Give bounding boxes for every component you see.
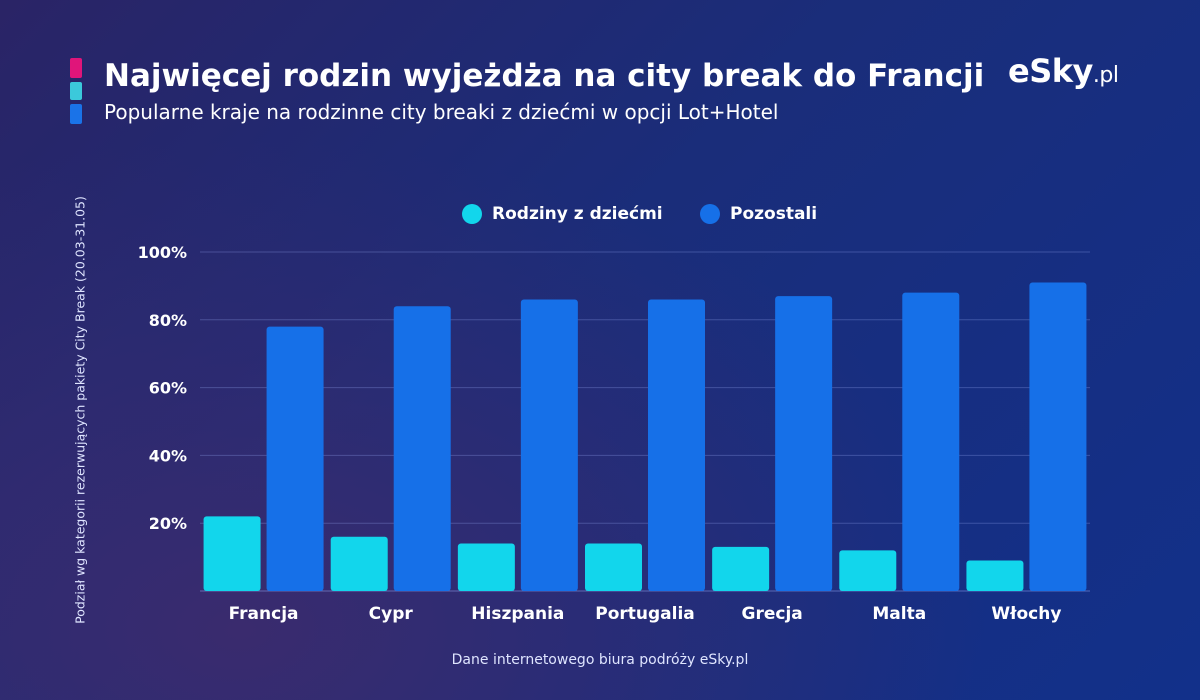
x-tick-label: Hiszpania <box>471 604 564 624</box>
x-tick-label: Malta <box>872 604 926 624</box>
x-tick-label: Grecja <box>742 604 803 624</box>
bar-families <box>839 550 897 591</box>
y-tick-label: 100% <box>138 243 187 262</box>
logo-main: eSky <box>1008 52 1093 90</box>
bar-others <box>648 299 705 591</box>
bar-others <box>1029 282 1087 591</box>
bar-others <box>775 296 833 591</box>
bar-families <box>966 560 1024 591</box>
source-note: Dane internetowego biura podróży eSky.pl <box>451 652 749 668</box>
accent-bar-teal <box>70 82 82 100</box>
y-tick-label: 20% <box>149 514 187 533</box>
bar-families <box>585 543 642 591</box>
legend-label-others: Pozostali <box>730 204 818 224</box>
y-tick-label: 80% <box>149 311 187 330</box>
bar-others <box>902 292 960 591</box>
accent-bar-blue <box>70 104 82 124</box>
esky-logo: eSky.pl <box>1008 52 1119 90</box>
x-tick-label: Włochy <box>991 604 1061 624</box>
logo-suffix: .pl <box>1092 63 1119 88</box>
legend-label-families: Rodziny z dziećmi <box>492 204 663 224</box>
bar-others <box>520 299 578 591</box>
y-tick-label: 60% <box>149 379 187 398</box>
bar-families <box>457 543 515 591</box>
bar-others <box>266 326 324 591</box>
x-tick-label: Portugalia <box>595 604 695 624</box>
y-tick-label: 40% <box>149 446 187 465</box>
x-tick-label: Francja <box>229 604 299 624</box>
legend-swatch-others <box>700 204 720 224</box>
legend-item-others: Pozostali <box>700 204 817 224</box>
accent-bar-pink <box>70 58 82 78</box>
chart-title: Najwięcej rodzin wyjeżdża na city break … <box>104 58 985 94</box>
bar-others <box>393 306 451 591</box>
bar-families <box>712 546 770 591</box>
bar-families <box>330 536 388 591</box>
bar-families <box>203 516 261 591</box>
chart-subtitle: Popularne kraje na rodzinne city breaki … <box>104 100 779 124</box>
legend-item-families: Rodziny z dziećmi <box>462 204 663 224</box>
legend-swatch-families <box>462 204 482 224</box>
x-tick-label: Cypr <box>369 604 414 624</box>
